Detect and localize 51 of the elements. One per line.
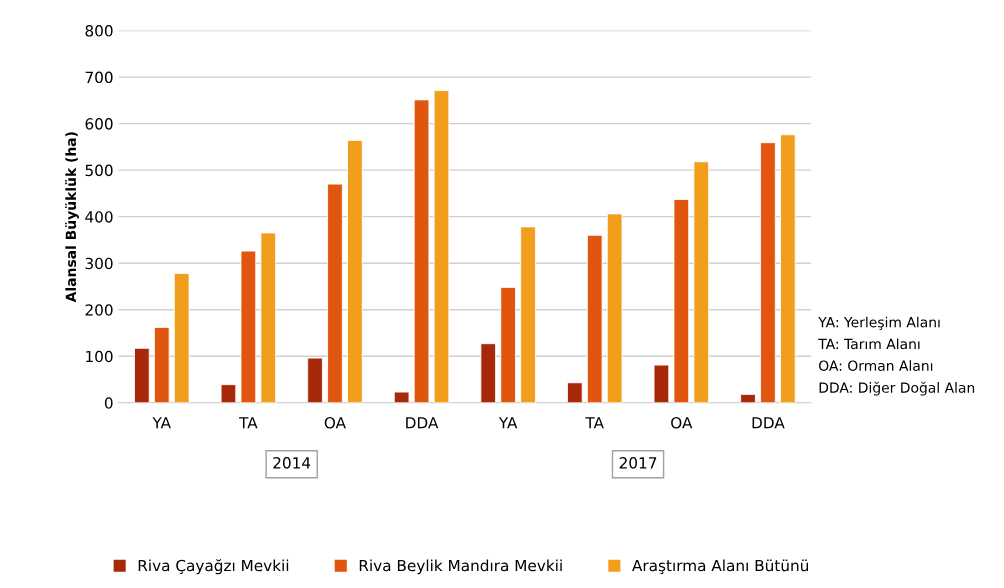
bar xyxy=(673,199,690,403)
bar xyxy=(606,213,623,403)
x-tick-label: OA xyxy=(671,416,693,429)
y-tick-label: 500 xyxy=(85,164,113,177)
text: YA: Yerleşim Alanı xyxy=(818,316,940,330)
bar xyxy=(567,382,583,403)
legend-label: Riva Çayağzı Mevkii xyxy=(138,559,289,575)
bar xyxy=(760,142,776,403)
y-tick-label: 200 xyxy=(85,304,113,316)
bar xyxy=(327,183,343,403)
text: DDA: Diğer Doğal Alan xyxy=(819,381,975,396)
bar xyxy=(480,343,497,403)
bar xyxy=(260,232,277,403)
x-tick-label: TA xyxy=(585,417,604,429)
text: 2014 xyxy=(273,457,311,469)
text: OA: Orman Alanı xyxy=(819,360,933,371)
x-tick-label: DDA xyxy=(406,417,439,429)
y-tick-label: 0 xyxy=(104,397,113,409)
bar xyxy=(307,357,323,403)
y-axis-title: Alansal Büyüklük (ha) xyxy=(65,132,79,303)
bar xyxy=(134,347,150,403)
bar xyxy=(240,250,257,403)
x-tick-label: YA xyxy=(152,417,171,429)
bar xyxy=(520,226,536,403)
bar xyxy=(740,393,756,403)
y-tick-label: 700 xyxy=(85,71,113,84)
legend-label: Araştırma Alanı Bütünü xyxy=(632,559,808,575)
bar xyxy=(693,161,710,403)
bar xyxy=(500,286,516,403)
x-tick-label: DDA xyxy=(752,417,785,429)
bar xyxy=(220,384,237,403)
y-tick-label: 300 xyxy=(85,257,113,270)
bar xyxy=(433,90,450,403)
bar xyxy=(347,139,363,403)
text: TA: Tarım Alanı xyxy=(818,338,920,350)
x-tick-label: TA xyxy=(239,417,258,429)
y-tick-label: 800 xyxy=(85,25,113,37)
bar xyxy=(153,326,170,403)
y-tick-label: 100 xyxy=(86,350,113,363)
bar xyxy=(393,391,410,403)
bar xyxy=(586,234,603,403)
bar xyxy=(173,273,190,403)
bar xyxy=(780,134,796,403)
text: 2017 xyxy=(619,457,657,469)
bar xyxy=(413,99,430,403)
y-tick-label: 400 xyxy=(85,211,113,223)
bar xyxy=(653,364,670,403)
y-tick-label: 600 xyxy=(85,118,113,130)
x-tick-label: OA xyxy=(324,416,346,429)
x-tick-label: YA xyxy=(498,417,518,429)
legend-label: Riva Beylik Mandıra Mevkii xyxy=(359,559,562,575)
